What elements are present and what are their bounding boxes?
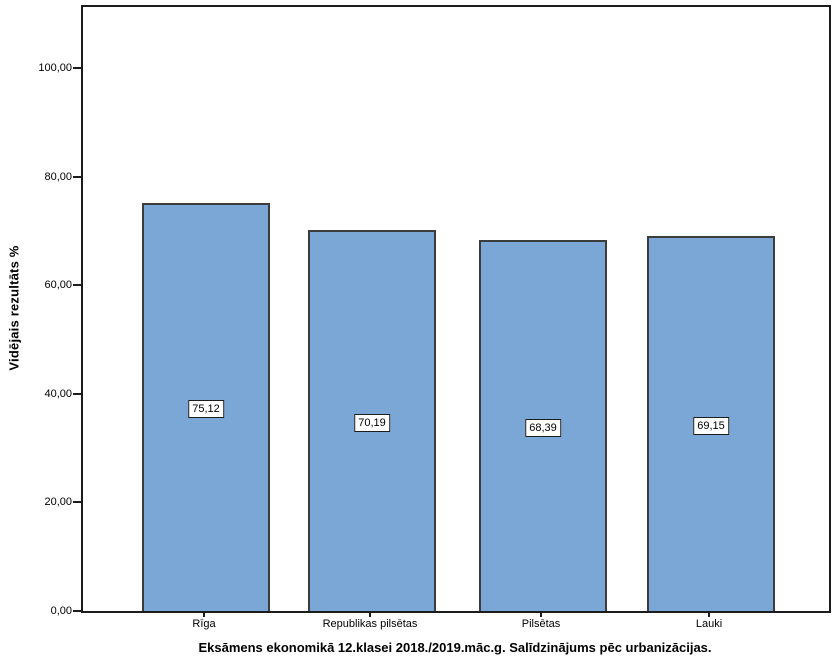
bar-value-label: 68,39 [525,419,561,437]
y-tick-mark [73,392,81,395]
bar-1: 75,12 [142,203,270,611]
y-tick-label: 20,00 [44,496,72,509]
y-tick-label: 0,00 [50,605,72,617]
bar-4: 69,15 [647,236,775,611]
x-tick-mark [203,611,205,617]
bar-2: 70,19 [308,230,436,611]
y-tick-label: 60,00 [44,279,72,292]
y-tick-mark [73,284,81,287]
y-tick-mark [73,501,81,504]
bar-value-label: 75,12 [188,400,224,418]
x-axis-label: Rīga [192,618,216,630]
x-tick-mark [369,611,371,617]
bar-value-label: 69,15 [693,417,729,435]
y-tick-mark [73,66,81,69]
x-axis-label: Lauki [695,618,723,630]
y-tick-label: 40,00 [44,387,72,400]
y-tick-label: 80,00 [44,170,72,183]
x-tick-mark [540,611,542,617]
x-axis-label: Pilsētas [521,618,561,630]
y-tick-mark [73,610,81,612]
bar-value-label: 70,19 [354,414,390,432]
x-axis-label: Republikas pilsētas [322,618,418,630]
y-tick-label: 100,00 [38,61,72,74]
x-tick-mark [708,611,710,617]
chart-title: Eksāmens ekonomikā 12.klasei 2018./2019.… [198,640,712,655]
bar-3: 68,39 [479,240,607,611]
y-axis-title: Vidējais rezultāts % [6,245,22,371]
y-tick-mark [73,175,81,178]
chart-frame: 75,12 70,19 68,39 69,15 [81,5,831,613]
